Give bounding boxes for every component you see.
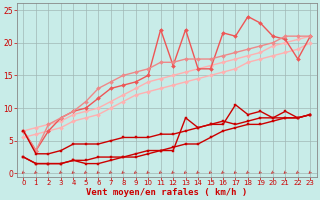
- X-axis label: Vent moyen/en rafales ( km/h ): Vent moyen/en rafales ( km/h ): [86, 188, 248, 197]
